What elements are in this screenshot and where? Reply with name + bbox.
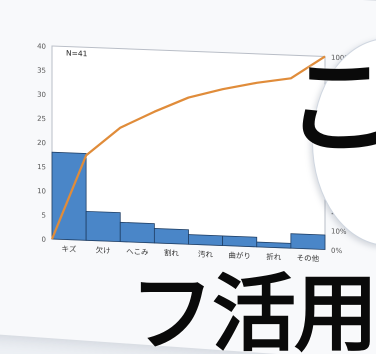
bar <box>188 234 224 246</box>
y-left-tick-label: 5 <box>42 211 46 219</box>
bar <box>119 221 155 244</box>
annotation-n: N=41 <box>66 49 88 59</box>
x-tick-label: キズ <box>62 243 77 254</box>
overlay-bottom-text: フ活用 <box>0 272 376 354</box>
x-tick-label: その他 <box>297 252 320 263</box>
y-left-tick-label: 35 <box>37 67 46 75</box>
y-left-tick-label: 0 <box>42 236 46 244</box>
y-left-tick-label: 30 <box>37 91 46 99</box>
x-tick-label: 汚れ <box>198 249 213 260</box>
bar <box>153 228 189 245</box>
x-tick-label: 曲がり <box>228 250 250 261</box>
y-left-tick-label: 25 <box>37 115 46 123</box>
y-right-tick-label: 0% <box>331 247 342 255</box>
x-tick-label: 割れ <box>164 247 179 258</box>
y-left-tick-label: 15 <box>37 163 46 171</box>
bar <box>222 235 258 248</box>
overlay-top-char: こ <box>286 46 376 169</box>
y-left-tick-label: 10 <box>37 187 46 195</box>
bar <box>290 233 326 250</box>
overlay-bottom-text-label: フ活用 <box>129 265 376 354</box>
x-tick-label: 欠け <box>96 245 111 256</box>
x-tick-label: へこみ <box>126 247 149 257</box>
y-left-tick-label: 20 <box>37 139 46 147</box>
x-tick-label: 折れ <box>266 251 281 262</box>
y-left-tick-label: 40 <box>37 42 46 50</box>
bar <box>256 241 292 249</box>
y-right-tick-label: 10% <box>331 227 347 236</box>
bar <box>85 210 121 243</box>
